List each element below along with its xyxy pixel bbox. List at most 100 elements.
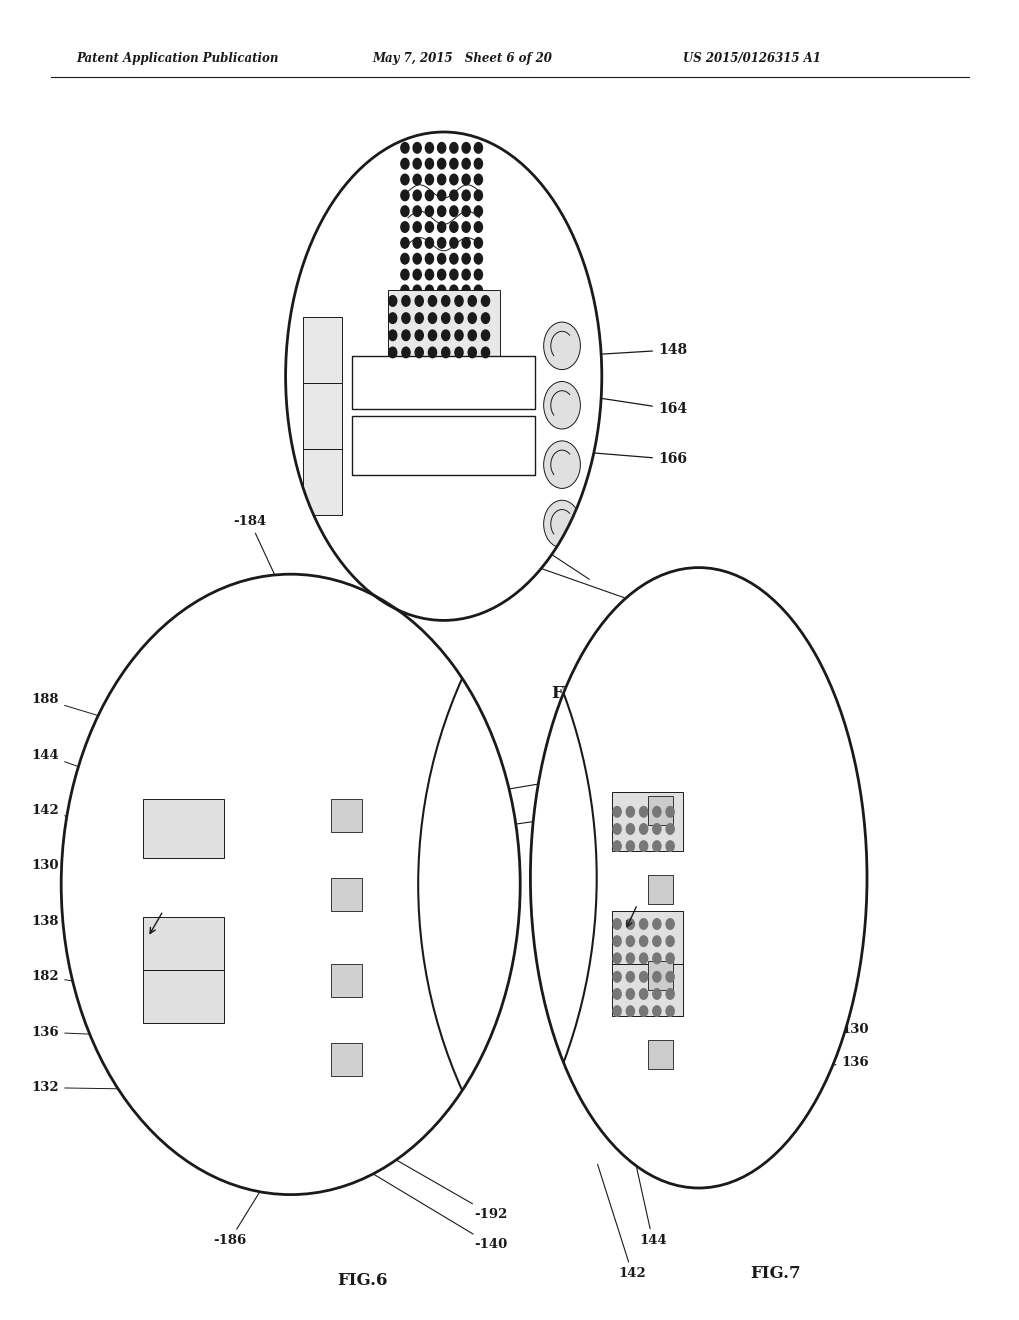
Circle shape: [167, 927, 175, 937]
Circle shape: [454, 330, 463, 341]
Circle shape: [468, 330, 476, 341]
Circle shape: [167, 1038, 175, 1048]
Circle shape: [347, 780, 354, 788]
Circle shape: [612, 936, 621, 946]
Circle shape: [167, 1056, 175, 1067]
Circle shape: [333, 743, 339, 751]
Circle shape: [639, 953, 647, 964]
Circle shape: [153, 816, 161, 826]
Circle shape: [425, 206, 433, 216]
Circle shape: [210, 908, 218, 919]
Circle shape: [210, 1111, 218, 1122]
Circle shape: [376, 909, 382, 917]
Circle shape: [210, 797, 218, 808]
Circle shape: [196, 742, 204, 752]
Circle shape: [224, 779, 232, 789]
Bar: [331, 878, 362, 911]
Circle shape: [400, 222, 409, 232]
Circle shape: [210, 1074, 218, 1085]
Circle shape: [665, 807, 674, 817]
Circle shape: [347, 836, 354, 843]
Circle shape: [390, 891, 396, 899]
Circle shape: [425, 238, 433, 248]
Circle shape: [376, 725, 382, 733]
Circle shape: [210, 927, 218, 937]
Circle shape: [362, 706, 368, 714]
Circle shape: [665, 841, 674, 851]
Circle shape: [167, 1130, 175, 1140]
Circle shape: [543, 441, 580, 488]
Circle shape: [347, 1057, 354, 1065]
Circle shape: [139, 890, 147, 900]
Circle shape: [181, 908, 190, 919]
Circle shape: [428, 296, 436, 306]
Circle shape: [376, 1039, 382, 1047]
Circle shape: [139, 779, 147, 789]
Circle shape: [652, 841, 660, 851]
Circle shape: [390, 909, 396, 917]
Circle shape: [428, 330, 436, 341]
Circle shape: [425, 253, 433, 264]
Circle shape: [474, 253, 482, 264]
Circle shape: [153, 1038, 161, 1048]
Circle shape: [413, 158, 421, 169]
Circle shape: [462, 174, 470, 185]
Bar: [611, 792, 683, 851]
Circle shape: [652, 972, 660, 982]
Circle shape: [437, 222, 445, 232]
Circle shape: [390, 799, 396, 807]
Circle shape: [139, 1093, 147, 1104]
Circle shape: [167, 890, 175, 900]
Circle shape: [153, 1019, 161, 1030]
Circle shape: [462, 285, 470, 296]
Circle shape: [449, 143, 458, 153]
Circle shape: [153, 890, 161, 900]
Text: -150: -150: [365, 515, 548, 593]
Circle shape: [224, 890, 232, 900]
Circle shape: [425, 269, 433, 280]
Circle shape: [153, 853, 161, 863]
Circle shape: [347, 891, 354, 899]
Circle shape: [210, 1038, 218, 1048]
Circle shape: [362, 983, 368, 991]
Circle shape: [139, 705, 147, 715]
Circle shape: [376, 1020, 382, 1028]
Circle shape: [139, 1130, 147, 1140]
Circle shape: [167, 853, 175, 863]
Circle shape: [139, 945, 147, 956]
Circle shape: [425, 190, 433, 201]
Circle shape: [347, 854, 354, 862]
Circle shape: [639, 824, 647, 834]
Circle shape: [167, 742, 175, 752]
Bar: [303, 383, 341, 449]
Circle shape: [390, 983, 396, 991]
Circle shape: [210, 871, 218, 882]
Circle shape: [224, 705, 232, 715]
Text: FIG.6: FIG.6: [336, 1272, 387, 1288]
Circle shape: [626, 841, 634, 851]
Circle shape: [474, 269, 482, 280]
Circle shape: [437, 253, 445, 264]
Circle shape: [639, 1006, 647, 1016]
Circle shape: [196, 964, 204, 974]
Circle shape: [224, 760, 232, 771]
Circle shape: [153, 779, 161, 789]
Circle shape: [333, 1020, 339, 1028]
Circle shape: [153, 1056, 161, 1067]
Circle shape: [210, 1130, 218, 1140]
Circle shape: [153, 705, 161, 715]
Circle shape: [181, 1074, 190, 1085]
Circle shape: [347, 1094, 354, 1102]
Circle shape: [626, 989, 634, 999]
Circle shape: [139, 964, 147, 974]
Circle shape: [181, 871, 190, 882]
Circle shape: [181, 1056, 190, 1067]
Bar: [143, 799, 224, 858]
Circle shape: [333, 983, 339, 991]
Circle shape: [139, 1001, 147, 1011]
Circle shape: [347, 799, 354, 807]
Circle shape: [665, 989, 674, 999]
Circle shape: [153, 797, 161, 808]
Circle shape: [425, 143, 433, 153]
Circle shape: [210, 1001, 218, 1011]
